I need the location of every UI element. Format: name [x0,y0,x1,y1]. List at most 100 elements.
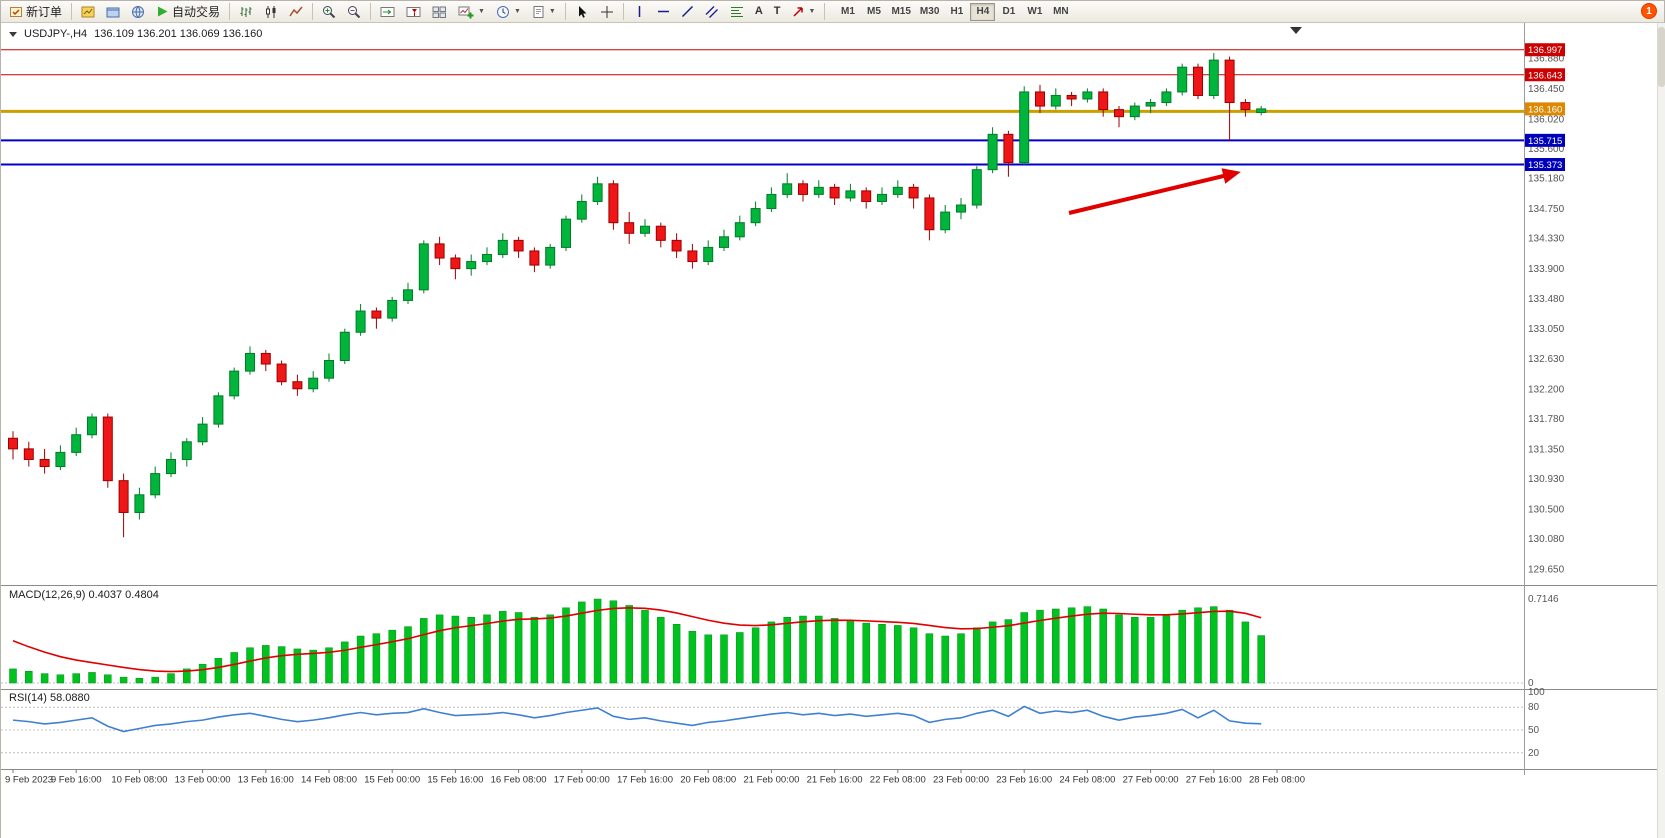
trendline-button[interactable] [676,2,699,22]
candle [308,377,319,390]
candle [987,133,998,171]
zoom-out-button[interactable] [342,2,366,22]
candle [671,239,682,252]
profiles-button[interactable] [101,2,125,22]
time-axis-label: 15 Feb 00:00 [364,775,420,786]
macd-histogram-bar [198,663,207,684]
candle [1082,91,1093,100]
macd-histogram-bar [483,614,491,684]
macd-histogram-bar [435,614,444,684]
macd-histogram-bar [830,618,839,684]
indicators-icon [458,6,474,18]
macd-histogram-bar [88,672,96,684]
candle [1224,59,1235,104]
periods-button[interactable]: ▼ [491,2,526,22]
fibonacci-button[interactable] [725,2,749,22]
candle [1240,102,1251,111]
price-flag-label: 136.997 [1528,45,1562,56]
timeframe-m30-button[interactable]: M30 [916,3,943,21]
candle [260,352,271,365]
rsi-line [12,705,1262,733]
candle [118,480,129,513]
time-axis-label: 28 Feb 08:00 [1249,775,1305,786]
candle [450,257,461,270]
macd-histogram-bar [25,671,33,684]
candle [39,458,50,468]
timeframe-h1-button[interactable]: H1 [944,3,969,21]
vertical-line-button[interactable] [628,2,651,22]
timeframe-mn-button[interactable]: MN [1048,3,1073,21]
price-axis-label: 132.630 [1528,354,1565,365]
time-axis-label: 9 Feb 16:00 [51,775,102,786]
bar-chart-button[interactable] [234,2,258,22]
timeframe-m5-button[interactable]: M5 [861,3,886,21]
macd-histogram-bar [1067,607,1076,684]
timeframe-d1-button[interactable]: D1 [996,3,1021,21]
chart-shift-marker-icon[interactable] [1290,27,1302,34]
new-order-button[interactable]: 新订单 [4,2,67,22]
scrollbar-thumb[interactable] [1658,27,1665,87]
price-axis-label: 136.880 [1528,54,1565,65]
notification-badge[interactable]: 1 [1641,3,1657,19]
macd-histogram-bar [988,621,997,684]
trend-arrow-annotation[interactable] [1068,168,1241,215]
price-flag [1525,43,1565,57]
macd-histogram-bar [1225,609,1234,684]
time-axis-label: 13 Feb 00:00 [175,775,231,786]
candle [798,183,808,195]
candle [418,243,429,291]
macd-histogram-bar [119,676,128,684]
candle [513,239,524,252]
auto-scroll-button[interactable] [375,2,400,22]
line-chart-button[interactable] [284,2,308,22]
chart-window-button[interactable] [76,2,100,22]
tile-windows-button[interactable] [427,2,452,22]
autotrading-button[interactable]: 自动交易 [151,2,225,22]
profiles-icon [106,7,120,17]
macd-histogram-bar [530,616,539,684]
price-axis-label: 135.180 [1528,174,1565,185]
arrows-button[interactable]: ▼ [787,2,821,22]
timeframe-h4-button[interactable]: H4 [970,2,996,21]
candle [482,253,492,263]
trendline-icon [681,5,693,18]
equidistant-channel-button[interactable] [700,2,724,22]
time-axis-label: 16 Feb 08:00 [491,775,547,786]
price-flag-label: 136.160 [1528,104,1562,115]
macd-histogram-bar [514,612,523,684]
indicators-button[interactable]: ▼ [453,2,490,22]
candle [908,186,919,199]
cursor-button[interactable] [570,2,594,22]
candle [750,208,761,224]
globe-button[interactable] [126,2,150,22]
candlestick-chart-button[interactable] [259,2,283,22]
chart-canvas[interactable]: 136.880 136.450 136.020 135.600 135.180 134.7… [1,23,1665,838]
templates-icon [533,5,544,18]
price-axis-label: 133.480 [1528,294,1565,305]
candle [924,197,935,231]
chart-shift-button[interactable] [401,2,426,22]
crosshair-button[interactable] [595,2,619,22]
macd-histogram-bar [625,605,633,684]
macd-histogram-bar [104,674,112,684]
price-axis-label: 134.330 [1528,234,1565,245]
candle [166,458,176,475]
price-axis-label: 136.450 [1528,84,1565,95]
autotrading-label: 自动交易 [172,5,221,19]
timeframe-w1-button[interactable]: W1 [1022,3,1047,21]
candle [466,261,477,270]
timeframe-m15-button[interactable]: M15 [887,3,914,21]
text-label-button[interactable]: T [769,2,786,22]
horizontal-line-button[interactable] [652,2,675,22]
candlestick-chart-icon [266,5,276,18]
macd-histogram-bar [815,615,823,684]
time-axis-label: 17 Feb 00:00 [554,775,610,786]
text-button[interactable]: A [750,2,768,22]
candle [1050,94,1061,107]
zoom-in-button[interactable] [317,2,341,22]
macd-histogram-bar [593,598,602,684]
templates-button[interactable]: ▼ [527,2,561,22]
timeframe-m1-button[interactable]: M1 [835,3,860,21]
scrollbar[interactable] [1657,23,1665,838]
